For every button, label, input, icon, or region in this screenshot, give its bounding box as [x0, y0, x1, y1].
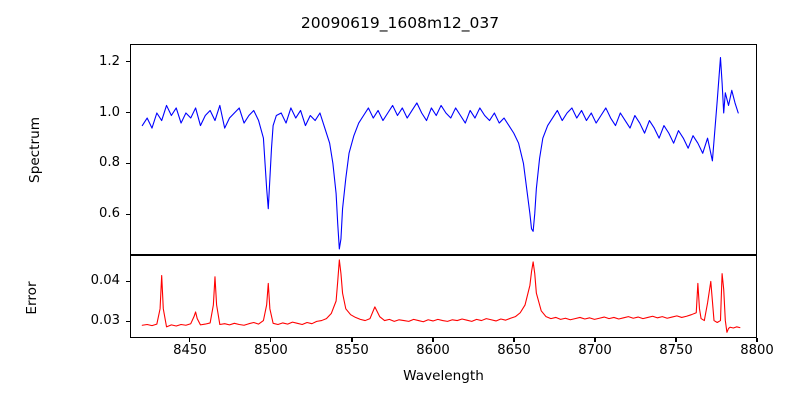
y-tick-mark — [126, 213, 130, 215]
y-tick-mark — [126, 61, 130, 63]
x-tick-label: 8750 — [659, 343, 693, 358]
y-tick-label: 0.04 — [90, 273, 120, 289]
x-tick-mark — [756, 338, 758, 342]
error-line-chart — [141, 259, 741, 333]
x-tick-label: 8550 — [335, 343, 369, 358]
x-tick-mark — [189, 338, 191, 342]
x-axis-label: Wavelength — [403, 368, 484, 384]
x-tick-mark — [594, 338, 596, 342]
x-tick-mark — [513, 338, 515, 342]
error-plot-panel — [130, 255, 757, 338]
y-tick-label: 0.6 — [99, 206, 120, 222]
y-tick-mark — [126, 280, 130, 282]
y-tick-label: 1.0 — [99, 104, 120, 120]
y-axis-label-error: Error — [24, 281, 40, 315]
figure-title: 20090619_1608m12_037 — [300, 14, 500, 32]
x-tick-mark — [675, 338, 677, 342]
x-tick-mark — [351, 338, 353, 342]
x-tick-mark — [270, 338, 272, 342]
y-tick-mark — [126, 320, 130, 322]
x-tick-label: 8600 — [416, 343, 450, 358]
x-tick-label: 8700 — [578, 343, 612, 358]
spectrum-data-line — [141, 57, 739, 250]
x-tick-mark — [432, 338, 434, 342]
x-tick-label: 8650 — [497, 343, 531, 358]
y-tick-label: 0.03 — [90, 313, 120, 329]
y-tick-mark — [126, 112, 130, 114]
x-tick-label: 8500 — [254, 343, 288, 358]
error-data-line — [141, 259, 741, 333]
y-tick-label: 1.2 — [99, 53, 120, 69]
x-tick-label: 8800 — [740, 343, 774, 358]
spectrum-plot-panel — [130, 44, 757, 255]
spectrum-line-chart — [141, 57, 739, 250]
y-axis-label-spectrum: Spectrum — [27, 117, 43, 183]
y-tick-label: 0.8 — [99, 155, 120, 171]
x-tick-label: 8450 — [173, 343, 207, 358]
y-tick-mark — [126, 162, 130, 165]
